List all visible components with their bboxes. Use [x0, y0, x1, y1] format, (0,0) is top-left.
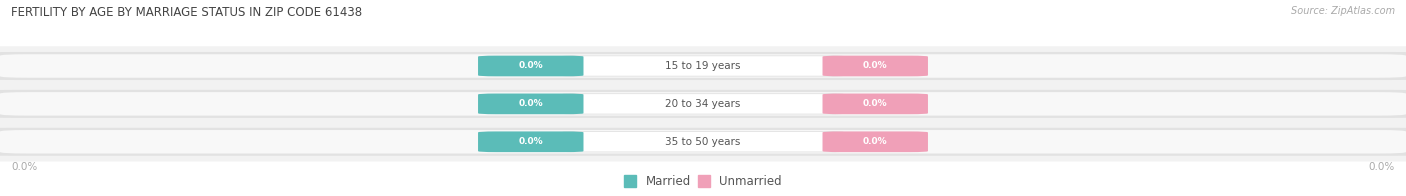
- FancyBboxPatch shape: [0, 84, 1406, 124]
- Text: 0.0%: 0.0%: [863, 62, 887, 71]
- FancyBboxPatch shape: [823, 56, 928, 76]
- FancyBboxPatch shape: [0, 54, 1406, 78]
- FancyBboxPatch shape: [562, 56, 844, 76]
- FancyBboxPatch shape: [0, 46, 1406, 86]
- Text: 0.0%: 0.0%: [1368, 162, 1395, 172]
- FancyBboxPatch shape: [0, 122, 1406, 162]
- Text: 0.0%: 0.0%: [519, 62, 543, 71]
- FancyBboxPatch shape: [0, 52, 1406, 80]
- Text: 20 to 34 years: 20 to 34 years: [665, 99, 741, 109]
- FancyBboxPatch shape: [823, 93, 928, 114]
- Text: 35 to 50 years: 35 to 50 years: [665, 137, 741, 147]
- Text: 15 to 19 years: 15 to 19 years: [665, 61, 741, 71]
- Text: 0.0%: 0.0%: [863, 137, 887, 146]
- FancyBboxPatch shape: [478, 93, 583, 114]
- FancyBboxPatch shape: [562, 94, 844, 114]
- FancyBboxPatch shape: [478, 56, 583, 76]
- FancyBboxPatch shape: [0, 128, 1406, 156]
- Text: 0.0%: 0.0%: [863, 99, 887, 108]
- Text: 0.0%: 0.0%: [519, 137, 543, 146]
- Text: 0.0%: 0.0%: [519, 99, 543, 108]
- Text: FERTILITY BY AGE BY MARRIAGE STATUS IN ZIP CODE 61438: FERTILITY BY AGE BY MARRIAGE STATUS IN Z…: [11, 6, 363, 19]
- FancyBboxPatch shape: [0, 92, 1406, 116]
- Text: Source: ZipAtlas.com: Source: ZipAtlas.com: [1291, 6, 1395, 16]
- FancyBboxPatch shape: [0, 130, 1406, 153]
- Text: 0.0%: 0.0%: [11, 162, 38, 172]
- FancyBboxPatch shape: [0, 90, 1406, 118]
- Legend: Married, Unmarried: Married, Unmarried: [624, 175, 782, 188]
- FancyBboxPatch shape: [823, 132, 928, 152]
- FancyBboxPatch shape: [562, 132, 844, 152]
- FancyBboxPatch shape: [478, 132, 583, 152]
